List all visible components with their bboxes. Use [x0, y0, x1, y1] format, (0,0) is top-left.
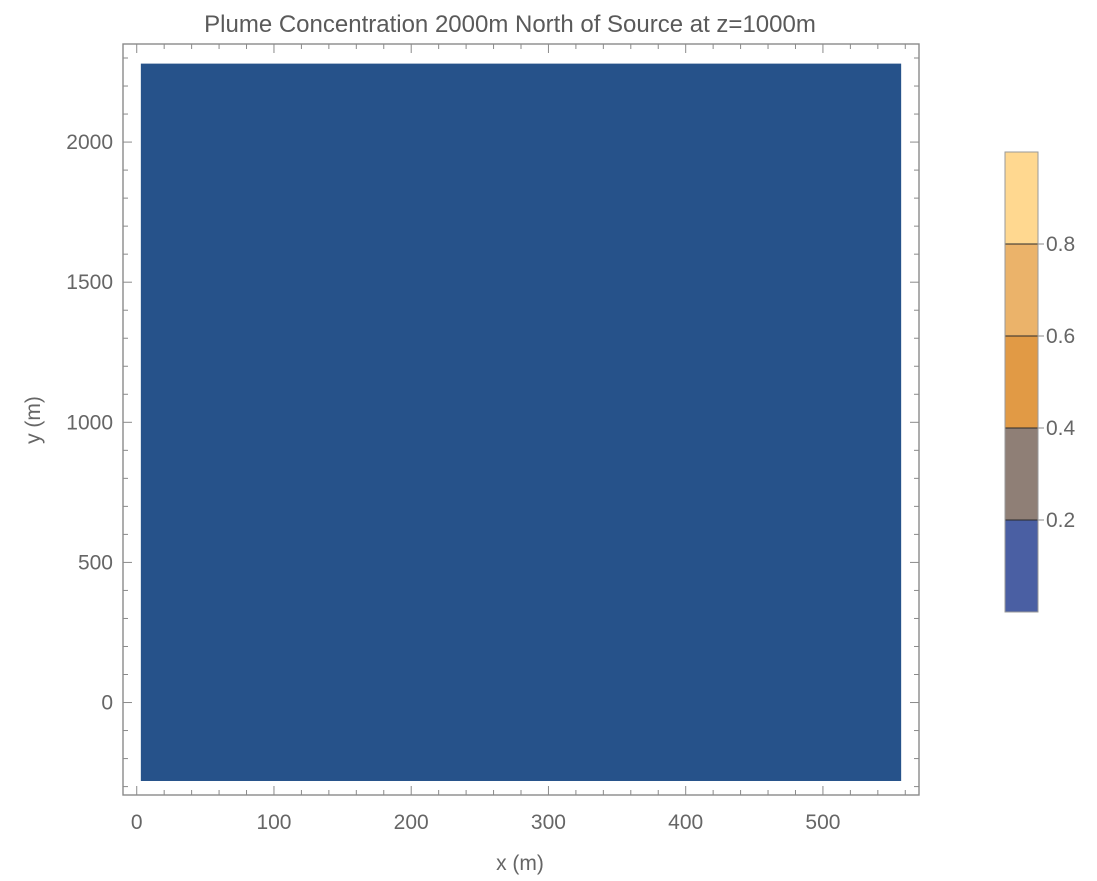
- colorbar: [1004, 151, 1044, 613]
- y-axis-label: y (m): [22, 396, 45, 444]
- y-axis-tick-labels: 0 500 1000 1500 2000: [66, 131, 113, 714]
- x-tick-label: 100: [256, 811, 291, 834]
- colorbar-band: [1005, 152, 1038, 244]
- x-tick-label: 500: [805, 811, 840, 834]
- y-tick-label: 1000: [66, 411, 113, 434]
- y-tick-label: 1500: [66, 271, 113, 294]
- y-tick-label: 2000: [66, 131, 113, 154]
- colorbar-band: [1005, 520, 1038, 612]
- colorbar-tick-label: 0.8: [1046, 233, 1075, 256]
- x-axis-ticks: [136, 44, 906, 795]
- colorbar-tick-label: 0.2: [1046, 509, 1075, 532]
- x-tick-label: 400: [668, 811, 703, 834]
- chart-title: Plume Concentration 2000m North of Sourc…: [204, 11, 816, 38]
- y-tick-label: 500: [78, 551, 113, 574]
- x-axis-tick-labels: 0 100 200 300 400 500: [131, 811, 841, 834]
- colorbar-band: [1005, 428, 1038, 520]
- y-tick-label: 0: [101, 692, 113, 715]
- colorbar-tick-labels: 0.2 0.4 0.6 0.8: [1046, 233, 1076, 532]
- colorbar-band: [1005, 244, 1038, 336]
- colorbar-tick-label: 0.6: [1046, 325, 1075, 348]
- colorbar-outline: [1004, 151, 1039, 613]
- colorbar-band: [1005, 336, 1038, 428]
- x-tick-label: 200: [394, 811, 429, 834]
- x-axis-label: x (m): [496, 852, 544, 875]
- x-tick-label: 0: [131, 811, 143, 834]
- concentration-fill: [140, 63, 902, 781]
- y-axis-ticks: [123, 57, 919, 788]
- x-tick-label: 300: [531, 811, 566, 834]
- colorbar-tick-label: 0.4: [1046, 417, 1076, 440]
